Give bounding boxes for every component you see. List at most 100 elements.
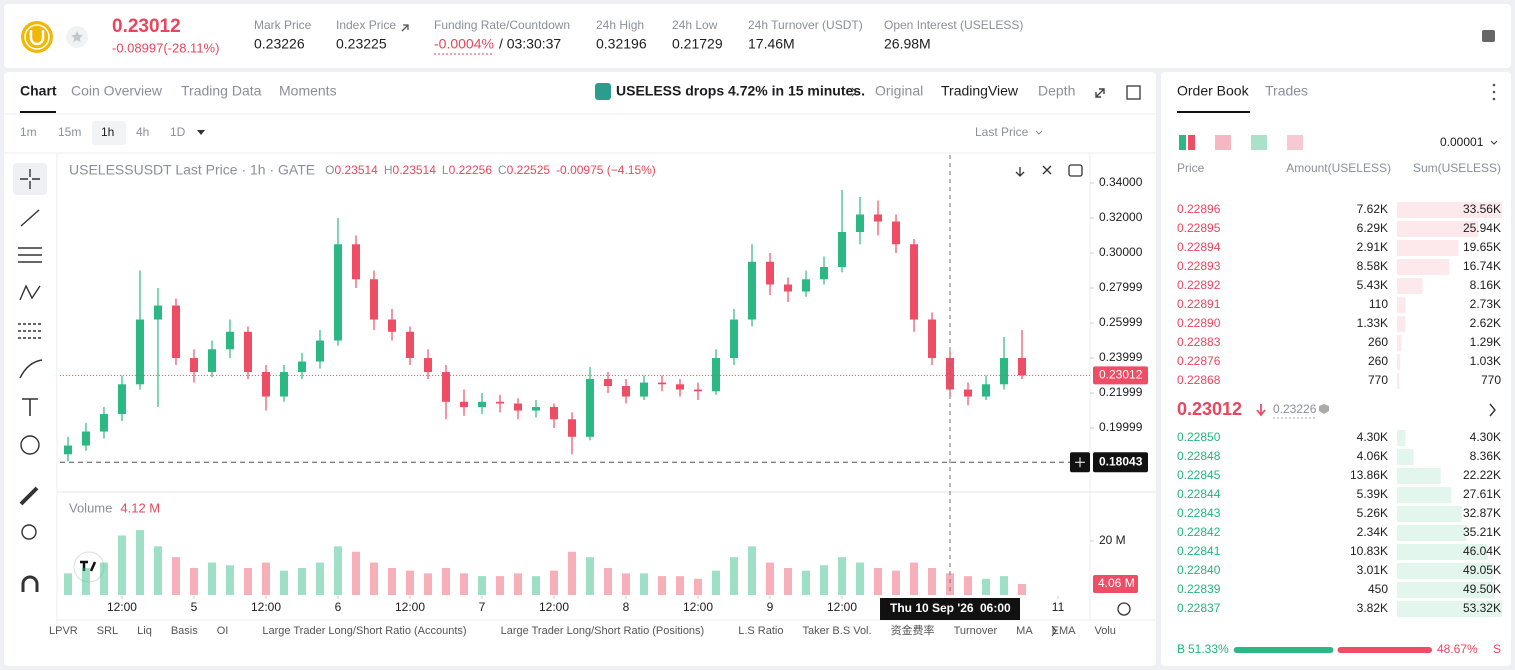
magnet-tool[interactable] [21,575,39,592]
precision[interactable]: 0.00001 [1440,135,1484,149]
volume-bar [928,567,937,595]
candle-body [874,214,883,222]
zoom-tool[interactable] [21,524,37,540]
stat-label: 24h Turnover (USDT) [748,18,863,32]
layout-asks[interactable] [1215,135,1231,150]
indicator[interactable]: Basis [171,625,198,637]
candle-body [117,384,126,415]
notes-icon[interactable] [1482,30,1495,42]
volume-bar [171,557,180,595]
tab[interactable]: Chart [20,83,57,99]
indicator[interactable]: Taker B.S Vol. [802,625,871,637]
stat-label: Mark Price [254,18,312,32]
buy-ratio: 51.33% [1188,642,1229,656]
brush-tool[interactable] [19,359,43,379]
view-tab[interactable]: Depth [1038,83,1075,99]
stat-label: 24h Low [672,18,718,32]
ob-amount: 770 [1368,373,1388,387]
pane-down[interactable] [1015,167,1025,177]
stat-label: 24h High [596,18,644,32]
stat-label: Index Price [336,18,396,32]
candle-body [513,403,522,411]
candle-body [459,401,468,408]
indicator[interactable]: Volu [1095,625,1116,637]
crosshair-tool[interactable] [20,169,40,189]
menu-dot[interactable] [1492,83,1496,87]
interval[interactable]: 1m [20,125,37,139]
chart-panel [4,72,1156,666]
index-link-icon[interactable] [401,24,409,32]
x-tick-label: 12:00 [251,600,281,614]
interval[interactable]: 1D [170,125,186,139]
window-icon[interactable] [1126,85,1141,100]
interval[interactable]: 1h [101,125,114,139]
indicator[interactable]: SRL [97,625,118,637]
pattern-tool[interactable] [19,284,41,301]
volume-bar [748,546,757,595]
indicator[interactable]: EMA [1052,625,1077,637]
indicator[interactable]: 资金费率 [891,623,935,637]
indicator[interactable]: Turnover [954,625,998,637]
emoji-tool[interactable] [20,435,40,455]
ob-price: 0.22883 [1177,335,1221,349]
interval-dropdown[interactable] [197,130,205,135]
candle-body [1018,358,1027,376]
interval[interactable]: 15m [58,125,81,139]
depth-bar [1397,468,1441,484]
measure-tool[interactable] [18,323,42,339]
ob-amount: 8.58K [1357,259,1388,273]
stat-value: 0.23226 [254,36,305,52]
interval[interactable]: 4h [136,125,149,139]
news[interactable]: USELESS drops 4.72% in 15 minutes. [616,83,865,99]
fullscreen-icon[interactable] [1095,88,1105,98]
ob-sum: 8.36K [1470,449,1501,463]
axis-settings[interactable] [1117,602,1131,616]
ob-sum: 53.32K [1463,601,1501,615]
text-tool[interactable] [22,398,38,416]
crosshair-time: 06:00 [980,601,1011,615]
depth-bar [1397,449,1414,465]
candle-body [982,384,991,397]
ob-tab[interactable]: Order Book [1177,83,1250,99]
last-price-box [1093,366,1148,385]
indicator-next[interactable] [1051,625,1057,637]
header-panel [4,4,1511,68]
tab[interactable]: Moments [279,83,337,99]
layout-bids[interactable] [1251,135,1267,150]
tab[interactable]: Coin Overview [71,83,163,99]
volume-bar [477,576,486,595]
pane-maximize[interactable] [1068,164,1083,177]
orderbook-more[interactable] [1489,403,1496,417]
indicator[interactable]: Large Trader Long/Short Ratio (Positions… [501,625,705,637]
stat-label: Funding Rate/Countdown [434,18,570,32]
layout-both [1188,135,1195,150]
ruler-tool[interactable] [19,486,39,506]
layout-both[interactable] [1179,135,1186,150]
view-tab[interactable]: Original [875,83,923,99]
candle-body [622,386,631,397]
fib-tool[interactable] [18,247,42,263]
indicator[interactable]: L.S Ratio [738,625,783,637]
precision-dropdown[interactable] [1490,140,1498,145]
indicator[interactable]: Liq [137,625,152,637]
volume-bar [549,570,558,595]
volume-bar [874,567,883,595]
price-type[interactable]: Last Price [975,125,1029,139]
candle-body [315,340,324,362]
ob-tab[interactable]: Trades [1265,83,1308,99]
volume-bar [387,567,396,595]
stat-value: 0.21729 [672,36,723,52]
indicator[interactable]: OI [217,625,229,637]
stat-value: 0.32196 [596,36,647,52]
indicator[interactable]: MA [1016,625,1033,637]
trendline-tool[interactable] [20,209,40,227]
tab[interactable]: Trading Data [181,83,262,99]
candle-body [1000,358,1009,385]
indicator[interactable]: Large Trader Long/Short Ratio (Accounts) [262,625,466,637]
layout-other[interactable] [1287,135,1303,150]
view-tab[interactable]: TradingView [941,83,1019,99]
ob-price: 0.22837 [1177,601,1221,615]
ob-amount: 13.86K [1350,468,1388,482]
pane-collapse[interactable] [1042,165,1052,175]
indicator[interactable]: LPVR [49,625,78,637]
